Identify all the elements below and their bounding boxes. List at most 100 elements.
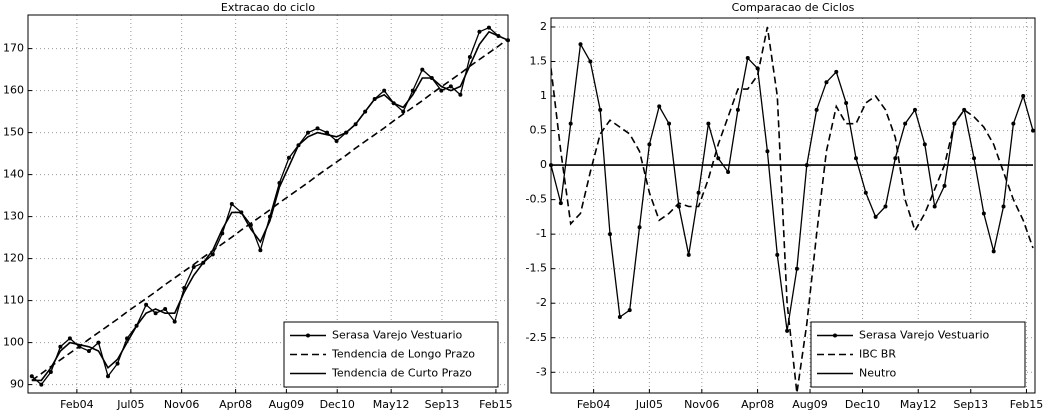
data-point: [1021, 94, 1026, 99]
x-tick-label: Aug09: [792, 398, 827, 411]
data-point: [420, 67, 425, 72]
y-tick-label: 140: [3, 168, 24, 181]
data-point: [942, 183, 947, 188]
legend-marker: [833, 333, 837, 338]
data-point: [306, 130, 310, 135]
legend-label: Serasa Varejo Vestuario: [332, 329, 462, 342]
series-line: [551, 26, 1034, 393]
data-point: [286, 155, 291, 160]
y-tick-label: -1.5: [526, 262, 547, 275]
data-point: [48, 370, 53, 374]
data-point: [106, 374, 110, 379]
data-point: [191, 265, 196, 269]
y-tick-label: 0.5: [530, 124, 548, 137]
data-point: [647, 142, 652, 147]
x-tick-label: Apr08: [219, 398, 252, 411]
legend-label: Serasa Varejo Vestuario: [859, 329, 989, 342]
y-tick-label: 0: [540, 158, 547, 171]
data-point: [981, 211, 986, 216]
y-tick-label: -2: [536, 296, 547, 309]
x-tick-label: Sep13: [425, 398, 460, 411]
legend-box: [283, 321, 499, 388]
x-tick-label: Dec10: [845, 398, 880, 411]
data-point: [834, 69, 839, 74]
chart-title: Comparacao de Ciclos: [732, 1, 855, 14]
data-point: [863, 190, 868, 195]
plot-frame: [550, 17, 1036, 394]
data-point: [972, 156, 977, 161]
y-tick-label: 170: [3, 42, 24, 55]
data-point: [334, 139, 339, 143]
data-point: [883, 204, 888, 209]
data-point: [824, 80, 829, 85]
data-point: [86, 349, 91, 353]
data-point: [448, 84, 453, 89]
data-point: [745, 56, 750, 61]
data-point: [1031, 128, 1036, 133]
data-point: [912, 107, 917, 112]
data-point: [893, 156, 898, 161]
data-point: [58, 344, 63, 349]
data-point: [568, 121, 573, 126]
data-point: [172, 319, 177, 324]
data-point: [794, 266, 799, 271]
data-point: [39, 382, 44, 387]
legend: Serasa Varejo Vestuario IBC BR Neutro: [810, 321, 1026, 388]
chart-title: Extracao do ciclo: [221, 1, 315, 14]
legend-label: Tendencia de Longo Prazo: [331, 348, 475, 361]
data-point: [617, 315, 622, 320]
legend-box: [810, 321, 1026, 388]
legend: Serasa Varejo Vestuario Tendencia de Long…: [283, 321, 499, 388]
data-point: [598, 107, 603, 112]
data-point: [627, 308, 632, 313]
y-tick-label: -2.5: [526, 331, 547, 344]
y-tick-label: 160: [3, 84, 24, 97]
y-tick-label: -3: [536, 365, 547, 378]
data-point: [991, 249, 996, 254]
data-point: [558, 201, 563, 206]
data-point: [210, 252, 215, 257]
x-tick-label: Feb15: [479, 398, 512, 411]
y-tick-label: 120: [3, 252, 24, 265]
data-point: [853, 156, 858, 161]
data-point: [588, 59, 593, 64]
x-tick-label: Feb15: [1010, 398, 1043, 411]
data-point: [706, 121, 711, 126]
x-tick-label: Nov06: [164, 398, 199, 411]
data-point: [814, 107, 819, 112]
data-point: [1001, 204, 1006, 209]
data-point: [67, 336, 72, 341]
y-tick-label: 1.5: [530, 55, 548, 68]
x-tick-label: Sep13: [953, 398, 988, 411]
data-point: [144, 302, 149, 307]
data-point: [382, 88, 387, 93]
data-point: [657, 104, 662, 109]
data-point: [477, 29, 482, 34]
data-point: [765, 149, 770, 154]
data-point: [325, 130, 330, 135]
data-point: [676, 204, 681, 209]
data-point: [486, 25, 491, 30]
data-point: [716, 156, 721, 161]
data-point: [458, 92, 463, 97]
data-point: [467, 55, 472, 59]
legend-label: Neutro: [859, 367, 897, 380]
data-point: [315, 126, 320, 131]
data-point: [115, 361, 120, 366]
data-point: [775, 252, 780, 257]
axes: Extracao do ciclo Feb04 Jul05 Nov06 Apr08 Aug…: [3, 1, 513, 411]
data-point: [163, 307, 168, 311]
data-point: [153, 311, 158, 316]
data-point: [726, 170, 731, 175]
data-point: [922, 142, 927, 147]
y-tick-label: 150: [3, 126, 24, 139]
series-line: [31, 30, 508, 382]
data-point: [96, 340, 101, 345]
data-point: [578, 42, 583, 47]
y-tick-label: -0.5: [526, 193, 547, 206]
y-tick-label: 100: [3, 336, 24, 349]
x-tick-label: May12: [900, 398, 937, 411]
data-point: [439, 88, 444, 93]
data-point: [696, 190, 701, 195]
